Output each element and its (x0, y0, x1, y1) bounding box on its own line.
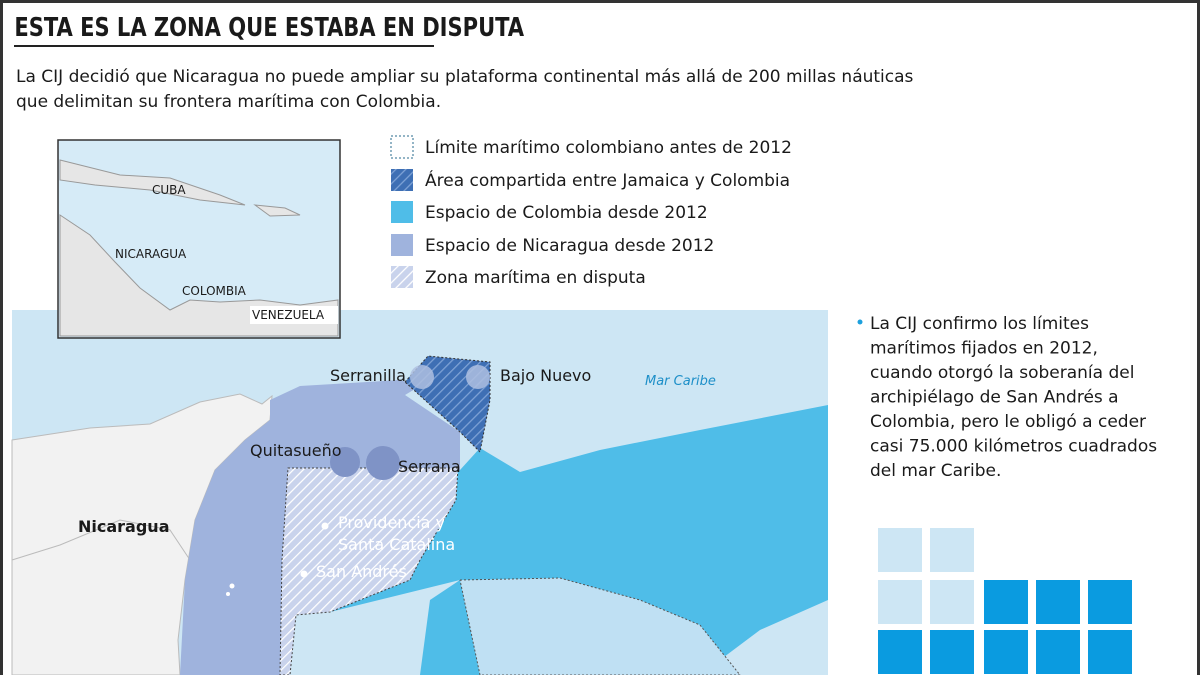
square (878, 528, 922, 572)
legend-label: Área compartida entre Jamaica y Colombia (425, 169, 790, 191)
legend-swatch (391, 234, 413, 256)
inset-label: CUBA (152, 183, 186, 197)
inset-label: NICARAGUA (115, 247, 187, 261)
inset-label: COLOMBIA (182, 284, 247, 298)
subtitle: que delimitan su frontera marítima con C… (16, 92, 441, 112)
edge (0, 0, 3, 675)
note-line: Colombia, pero le obligó a ceder (870, 412, 1146, 432)
map-label: San Andrés (316, 562, 407, 581)
legend-swatch (390, 135, 414, 159)
square (1036, 580, 1080, 624)
map-label: Quitasueño (250, 441, 342, 460)
map-label: Serranilla (330, 366, 406, 385)
square (930, 630, 974, 674)
legend-label: Zona marítima en disputa (425, 268, 646, 288)
island (226, 592, 230, 596)
map-label: Santa Catalina (338, 535, 455, 554)
cay (410, 365, 434, 389)
island (300, 570, 308, 578)
square (1036, 630, 1080, 674)
cay (330, 447, 360, 477)
note-line: casi 75.000 kilómetros cuadrados (870, 437, 1157, 457)
note-line: La CIJ confirmo los límites (870, 314, 1089, 334)
legend-swatch (391, 201, 413, 223)
square (930, 580, 974, 624)
legend-swatch (391, 266, 413, 288)
legend-label: Espacio de Colombia desde 2012 (425, 203, 708, 223)
inset-land (253, 204, 301, 217)
disputed-zone (279, 467, 459, 676)
edge (1197, 0, 1200, 675)
note-line: marítimos fijados en 2012, (870, 339, 1098, 359)
inset-land (59, 159, 246, 206)
island (321, 522, 329, 530)
inset-land (59, 214, 339, 337)
note-line: archipiélago de San Andrés a (870, 388, 1119, 408)
note-line: del mar Caribe. (870, 461, 1001, 481)
subtitle: La CIJ decidió que Nicaragua no puede am… (16, 67, 914, 87)
title: ESTA ES LA ZONA QUE ESTABA EN DISPUTA (14, 12, 524, 42)
legend-label: Espacio de Nicaragua desde 2012 (425, 236, 714, 256)
map-label: Serrana (398, 457, 461, 476)
square-grid (878, 528, 1132, 674)
note: La CIJ confirmo los límites marítimos fij… (857, 314, 1157, 481)
legend-swatch (391, 169, 413, 191)
inset-label: VENEZUELA (252, 308, 325, 322)
cay (366, 446, 400, 480)
inset-map: CUBA NICARAGUA COLOMBIA VENEZUELA (57, 139, 341, 339)
square (984, 580, 1028, 624)
inset-label-bg (250, 306, 338, 324)
border (11, 519, 191, 561)
note-text: La CIJ confirmo los límites marítimos fij… (870, 314, 1157, 481)
edge (0, 0, 1200, 3)
legend: Límite marítimo colombiano antes de 2012… (390, 135, 792, 288)
map-label: Bajo Nuevo (500, 366, 591, 385)
square (930, 528, 974, 572)
map-label: Nicaragua (78, 517, 169, 536)
map: Serranilla Bajo Nuevo Mar Caribe Quitasu… (11, 310, 828, 676)
square (1088, 630, 1132, 674)
note-line: cuando otorgó la soberanía del (870, 363, 1134, 383)
island (229, 583, 235, 589)
cay (466, 365, 490, 389)
square (984, 630, 1028, 674)
map-label: Providencia y (338, 513, 445, 532)
bullet (857, 319, 863, 325)
legend-label: Límite marítimo colombiano antes de 2012 (425, 138, 792, 158)
map-label: Mar Caribe (645, 374, 716, 389)
square (1088, 580, 1132, 624)
square (878, 630, 922, 674)
square (878, 580, 922, 624)
